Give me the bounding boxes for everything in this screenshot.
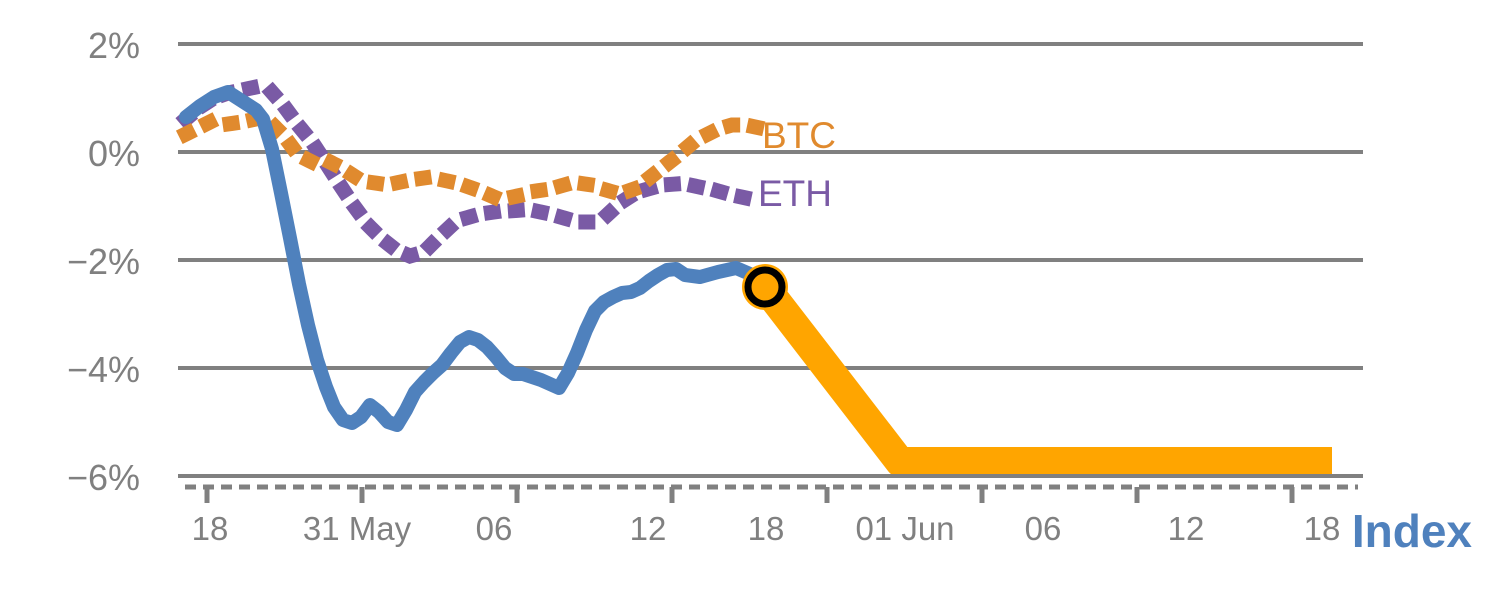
- series-btc: [175, 111, 783, 206]
- y-axis-labels: 2% 0% −2% −4% −6%: [67, 25, 140, 498]
- x-tick-label-0: 18: [192, 510, 229, 547]
- series-labels: BTC ETH: [758, 115, 836, 214]
- x-axis-ticks: [204, 487, 1295, 503]
- marker-ring-icon: [744, 266, 786, 308]
- y-tick-label-2pct: 2%: [88, 25, 140, 66]
- x-tick-label-1: 31 May: [303, 510, 412, 547]
- y-tick-label-0pct: 0%: [88, 133, 140, 174]
- x-tick-label-2: 06: [476, 510, 513, 547]
- x-tick-label-7: 12: [1168, 510, 1205, 547]
- index-line: [179, 85, 772, 432]
- highlight-marker[interactable]: [742, 264, 788, 310]
- series-label-btc: BTC: [762, 115, 836, 156]
- series-index: [179, 85, 772, 432]
- x-tick-label-6: 06: [1025, 510, 1062, 547]
- x-tick-label-8: 18: [1304, 510, 1341, 547]
- y-tick-label-neg6pct: −6%: [67, 457, 140, 498]
- marker-core: [754, 276, 776, 298]
- x-tick-label-5: 01 Jun: [855, 510, 954, 547]
- series-eth: [175, 79, 769, 264]
- forecast-line: [753, 277, 1332, 477]
- gridlines: [178, 42, 1363, 478]
- y-tick-label-neg2pct: −2%: [67, 241, 140, 282]
- x-axis: 18 31 May 06 12 18 01 Jun 06 12 18: [178, 474, 1363, 547]
- series-forecast: [753, 277, 1332, 477]
- x-tick-label-3: 12: [630, 510, 667, 547]
- series-label-index: Index: [1352, 505, 1473, 557]
- y-tick-label-neg4pct: −4%: [67, 349, 140, 390]
- eth-line: [175, 79, 769, 264]
- btc-line: [175, 111, 783, 206]
- x-tick-label-4: 18: [748, 510, 785, 547]
- series-label-eth: ETH: [758, 173, 832, 214]
- x-axis-labels: 18 31 May 06 12 18 01 Jun 06 12 18: [192, 510, 1341, 547]
